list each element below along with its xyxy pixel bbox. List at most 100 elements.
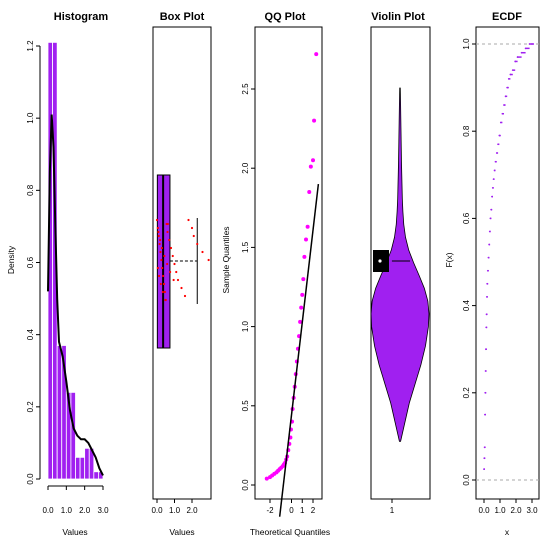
violin-plot-area: 1 xyxy=(370,87,430,515)
ecdf-ylabel: F(x) xyxy=(444,252,454,267)
histogram-x-tick-label: 2.0 xyxy=(79,506,91,515)
ecdf-point xyxy=(489,217,492,220)
box-data-point xyxy=(159,238,162,242)
ecdf-point xyxy=(483,457,486,460)
histogram-bar xyxy=(84,447,90,480)
qq-data-point xyxy=(300,292,305,297)
ecdf-point xyxy=(491,186,494,189)
histogram-x-tick-label: 1.0 xyxy=(61,506,73,515)
ecdf-point xyxy=(498,134,501,137)
boxplot-plot-area: 0.0 1.0 2.0 xyxy=(151,174,210,515)
ecdf-point xyxy=(516,56,519,58)
boxplot-x-tick-label: 0.0 xyxy=(151,506,163,515)
histogram-bar xyxy=(93,471,99,480)
box-data-point xyxy=(169,270,172,274)
ecdf-x-tick-label: 0.0 xyxy=(478,506,490,515)
ecdf-point xyxy=(485,313,488,316)
ecdf-point xyxy=(509,73,512,76)
qq-y-tick-label: 0.5 xyxy=(241,400,250,412)
box-data-point xyxy=(156,226,159,230)
ecdf-point xyxy=(484,391,487,394)
boxplot-x-tick-label: 1.0 xyxy=(169,506,181,515)
qqplot-plot-area: 0.0 0.5 1.0 1.5 2.0 2.5 -2 0 1 2 xyxy=(241,52,320,517)
histogram-title: Histogram xyxy=(54,11,109,23)
histogram-ylabel: Density xyxy=(6,245,16,274)
histogram-plot-area: 0.0 0.2 0.4 0.6 0.8 1.0 1.2 0.0 1.0 2.0 3.0 xyxy=(26,40,109,515)
box-data-point xyxy=(166,262,169,266)
qqplot-xlabel: Theoretical Quantiles xyxy=(250,527,330,537)
violin-median-dot xyxy=(378,259,382,263)
qq-data-point xyxy=(299,305,304,310)
qq-data-point xyxy=(304,237,309,242)
box-data-point xyxy=(158,274,161,278)
histogram-y-tick-label: 1.0 xyxy=(26,112,35,124)
qqplot-frame xyxy=(254,26,323,500)
ecdf-point xyxy=(487,256,490,259)
ecdf-point xyxy=(486,282,489,285)
box-data-point xyxy=(166,222,169,226)
qqplot-panel: QQ Plot 0.0 0.5 1.0 1.5 2.0 2.5 -2 0 1 2 Theoreti… xyxy=(221,11,330,537)
ecdf-panel: ECDF 0.0 0.2 0.4 0.6 0.8 1.0 0.0 1.0 2.0 3.0 x F(… xyxy=(444,11,540,537)
ecdf-point xyxy=(504,95,507,98)
boxplot-xlabel: Values xyxy=(169,527,194,537)
ecdf-xlabel: x xyxy=(505,527,510,537)
box-data-point xyxy=(169,246,173,250)
box-data-point xyxy=(175,270,178,274)
ecdf-point xyxy=(497,143,499,146)
boxplot-panel: Box Plot 0.0 1.0 2.0 Values xyxy=(151,11,212,537)
box-data-point xyxy=(190,226,194,230)
ecdf-x-tick-label: 3.0 xyxy=(526,506,538,515)
box-data-point xyxy=(187,218,190,222)
ecdf-point xyxy=(495,152,498,154)
box-data-point xyxy=(159,250,162,254)
ecdf-point xyxy=(483,446,486,449)
box-data-point xyxy=(172,278,175,282)
histogram-bar xyxy=(70,391,76,480)
ecdf-point xyxy=(494,160,497,163)
qq-y-tick-label: 2.0 xyxy=(241,162,250,174)
box-data-point xyxy=(157,234,160,238)
histogram-bar xyxy=(79,456,86,480)
ecdf-point xyxy=(524,47,527,50)
qq-x-tick-label: 1 xyxy=(300,506,305,515)
box-data-point xyxy=(166,230,169,234)
ecdf-title: ECDF xyxy=(492,11,522,23)
qq-y-tick-label: 1.0 xyxy=(241,320,250,332)
ecdf-y-tick-label: 0.8 xyxy=(462,125,471,137)
ecdf-y-tick-label: 0.2 xyxy=(462,387,471,399)
ecdf-frame xyxy=(475,26,540,500)
qq-y-tick-label: 0.0 xyxy=(241,479,250,491)
ecdf-point xyxy=(528,43,531,45)
qq-y-tick-label: 2.5 xyxy=(241,83,250,95)
ecdf-point xyxy=(486,269,489,272)
ecdf-point xyxy=(511,69,514,72)
ecdf-plot-area: 0.0 0.2 0.4 0.6 0.8 1.0 0.0 1.0 2.0 3.0 xyxy=(462,38,539,515)
qq-data-point xyxy=(312,118,317,123)
ecdf-point xyxy=(507,77,510,80)
box-data-point xyxy=(196,242,199,246)
box-data-point xyxy=(159,282,162,286)
qq-data-point xyxy=(302,254,307,259)
ecdf-point xyxy=(491,195,493,198)
box-data-point xyxy=(163,290,166,294)
qq-data-point xyxy=(305,224,310,229)
qqplot-ylabel: Sample Quantiles xyxy=(221,226,231,293)
box-data-point xyxy=(161,266,164,270)
qq-reference-line xyxy=(278,183,320,517)
violin-shape xyxy=(370,87,430,442)
ecdf-point xyxy=(485,326,488,329)
box-data-point xyxy=(162,274,165,278)
ecdf-point xyxy=(488,230,491,233)
box-data-point xyxy=(162,282,166,286)
ecdf-y-tick-label: 0.6 xyxy=(462,212,471,224)
ecdf-point xyxy=(488,243,491,246)
ecdf-point xyxy=(490,208,493,211)
box-data-point xyxy=(173,262,176,266)
histogram-bar xyxy=(56,345,63,480)
ecdf-y-tick-label: 0.4 xyxy=(462,299,471,311)
histogram-y-tick-label: 0.6 xyxy=(26,256,35,268)
qq-x-tick-label: -2 xyxy=(266,506,274,515)
ecdf-point xyxy=(484,370,487,372)
box-data-point xyxy=(160,258,163,262)
histogram-bar xyxy=(75,456,81,480)
